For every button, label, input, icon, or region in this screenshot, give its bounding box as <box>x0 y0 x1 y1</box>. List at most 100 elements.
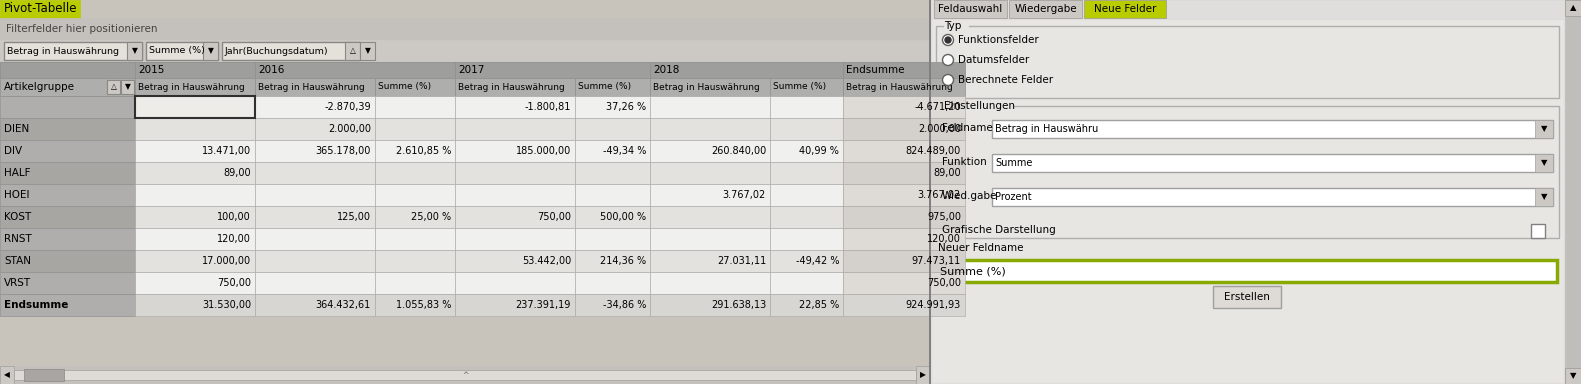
Text: -49,42 %: -49,42 % <box>795 256 840 266</box>
Bar <box>145 42 218 60</box>
Text: 2.610,85 %: 2.610,85 % <box>395 146 451 156</box>
Bar <box>0 78 930 96</box>
Bar <box>1565 368 1581 384</box>
Bar <box>575 96 650 118</box>
Circle shape <box>942 74 953 86</box>
Bar <box>134 294 255 316</box>
Text: Wied.gabe: Wied.gabe <box>942 191 998 201</box>
Text: Neue Felder: Neue Felder <box>1094 4 1156 14</box>
Bar <box>0 62 134 78</box>
Text: -49,34 %: -49,34 % <box>602 146 647 156</box>
Bar <box>770 206 843 228</box>
Text: 364.432,61: 364.432,61 <box>316 300 372 310</box>
Text: Pivot-Tabelle: Pivot-Tabelle <box>5 3 77 15</box>
Text: △: △ <box>111 83 117 91</box>
Text: 2018: 2018 <box>653 65 680 75</box>
Bar <box>375 184 455 206</box>
Bar <box>134 162 255 184</box>
Text: 31.530,00: 31.530,00 <box>202 300 251 310</box>
Text: ▶: ▶ <box>920 371 926 379</box>
Bar <box>0 366 930 384</box>
Bar <box>345 42 360 60</box>
Text: 2017: 2017 <box>458 65 484 75</box>
Bar <box>0 40 930 62</box>
Bar <box>770 96 843 118</box>
Bar <box>575 184 650 206</box>
Bar <box>0 96 134 118</box>
Bar <box>5 42 142 60</box>
Text: 500,00 %: 500,00 % <box>599 212 647 222</box>
Bar <box>936 260 1557 282</box>
Bar <box>255 272 375 294</box>
Text: Betrag in Hauswährung: Betrag in Hauswährung <box>138 83 245 91</box>
Text: Summe (%): Summe (%) <box>579 83 631 91</box>
Text: 97.473,11: 97.473,11 <box>912 256 961 266</box>
Bar <box>1535 120 1553 138</box>
Bar <box>360 42 375 60</box>
Text: DIEN: DIEN <box>5 124 30 134</box>
Bar <box>126 42 142 60</box>
Bar <box>770 294 843 316</box>
Text: Artikelgruppe: Artikelgruppe <box>5 82 74 92</box>
Bar <box>375 78 455 96</box>
Text: 37,26 %: 37,26 % <box>606 102 647 112</box>
Text: Betrag in Hauswährung: Betrag in Hauswährung <box>653 83 760 91</box>
Text: 22,85 %: 22,85 % <box>798 300 840 310</box>
Bar <box>255 206 375 228</box>
Text: 120,00: 120,00 <box>217 234 251 244</box>
Bar <box>650 272 770 294</box>
Bar <box>575 140 650 162</box>
Bar <box>650 228 770 250</box>
Bar <box>843 184 964 206</box>
Text: Summe (%): Summe (%) <box>378 83 432 91</box>
Text: HOEI: HOEI <box>5 190 30 200</box>
Text: Jahr(Buchungsdatum): Jahr(Buchungsdatum) <box>225 46 329 56</box>
Bar <box>375 206 455 228</box>
Bar <box>991 154 1553 172</box>
Text: -2.870,39: -2.870,39 <box>324 102 372 112</box>
Bar <box>770 184 843 206</box>
Bar <box>575 228 650 250</box>
Text: Endsumme: Endsumme <box>5 300 68 310</box>
Text: Feldauswahl: Feldauswahl <box>939 4 1002 14</box>
Bar <box>843 228 964 250</box>
Bar <box>134 96 255 118</box>
Bar <box>1565 0 1581 384</box>
Bar <box>255 228 375 250</box>
Text: ▼: ▼ <box>1541 159 1548 167</box>
Bar <box>770 140 843 162</box>
Text: 25,00 %: 25,00 % <box>411 212 451 222</box>
Bar <box>770 250 843 272</box>
Bar <box>843 294 964 316</box>
Text: ^: ^ <box>462 371 468 379</box>
Bar <box>650 62 843 78</box>
Text: 3.767,02: 3.767,02 <box>917 190 961 200</box>
Bar <box>134 184 255 206</box>
Bar <box>0 162 134 184</box>
Bar <box>134 78 255 96</box>
Bar <box>0 294 134 316</box>
Bar <box>0 18 930 40</box>
Text: 185.000,00: 185.000,00 <box>515 146 571 156</box>
Text: Betrag in Hauswährung: Betrag in Hauswährung <box>846 83 953 91</box>
Text: 3.767,02: 3.767,02 <box>723 190 767 200</box>
Bar <box>1530 224 1545 238</box>
Bar <box>108 80 120 94</box>
Text: 750,00: 750,00 <box>217 278 251 288</box>
Bar <box>375 118 455 140</box>
Text: Endsumme: Endsumme <box>846 65 904 75</box>
Bar <box>375 96 455 118</box>
Bar <box>455 140 575 162</box>
Bar <box>0 184 134 206</box>
Text: 40,99 %: 40,99 % <box>798 146 840 156</box>
Text: 13.471,00: 13.471,00 <box>202 146 251 156</box>
Text: VRST: VRST <box>5 278 32 288</box>
Text: 125,00: 125,00 <box>337 212 372 222</box>
Bar <box>575 294 650 316</box>
Text: Funktionsfelder: Funktionsfelder <box>958 35 1039 45</box>
Text: ▼: ▼ <box>125 83 131 91</box>
Bar <box>455 272 575 294</box>
Bar <box>650 250 770 272</box>
Text: ▼: ▼ <box>207 46 213 56</box>
Bar <box>134 228 255 250</box>
